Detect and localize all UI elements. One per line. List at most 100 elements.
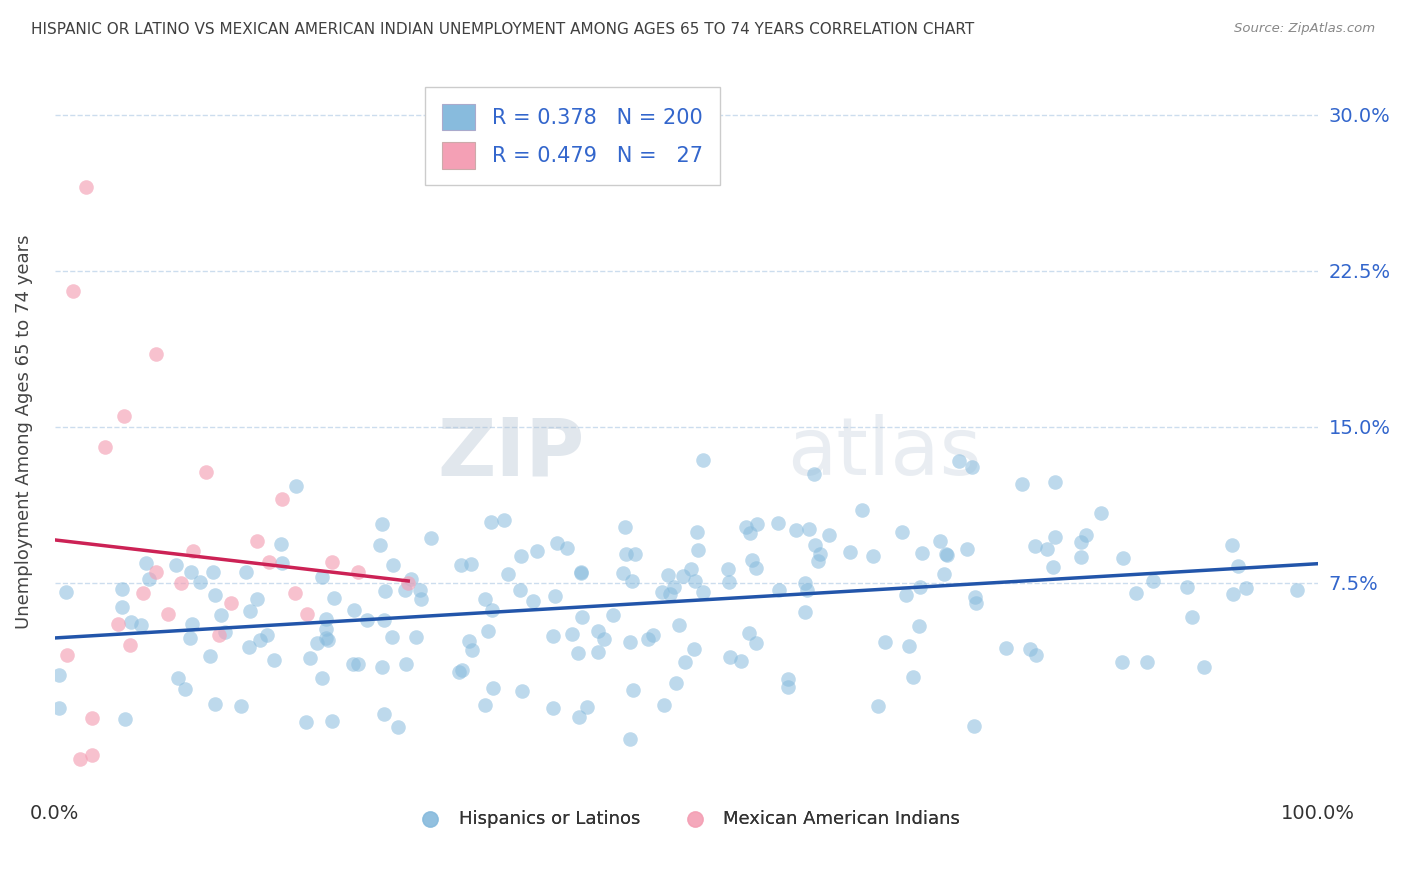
Point [221, 596, 243, 610]
Point [602, 607, 624, 622]
Point [1074, 527, 1097, 541]
Point [619, 634, 641, 648]
Point [741, 553, 763, 567]
Point [145, 565, 167, 579]
Point [373, 584, 395, 599]
Point [75, 180, 97, 194]
Point [873, 635, 896, 649]
Point [381, 630, 404, 644]
Point [911, 546, 934, 560]
Point [316, 632, 339, 647]
Point [808, 548, 831, 562]
Point [387, 721, 409, 735]
Point [1070, 550, 1092, 565]
Point [768, 516, 790, 530]
Point [263, 653, 285, 667]
Point [586, 645, 609, 659]
Point [195, 466, 218, 480]
Point [180, 566, 202, 580]
Point [745, 636, 768, 650]
Point [799, 522, 821, 536]
Point [543, 701, 565, 715]
Point [935, 548, 957, 562]
Point [409, 592, 432, 607]
Point [120, 638, 142, 652]
Point [807, 554, 830, 568]
Point [768, 583, 790, 598]
Point [135, 556, 157, 570]
Point [256, 628, 278, 642]
Point [718, 650, 741, 665]
Point [1285, 583, 1308, 598]
Point [204, 697, 226, 711]
Point [643, 628, 665, 642]
Point [932, 566, 955, 581]
Point [346, 565, 368, 579]
Point [474, 698, 496, 713]
Point [1142, 574, 1164, 588]
Point [796, 582, 818, 597]
Point [371, 517, 394, 532]
Point [285, 479, 308, 493]
Point [683, 574, 706, 589]
Point [1112, 550, 1135, 565]
Point [901, 669, 924, 683]
Point [190, 575, 212, 590]
Point [356, 613, 378, 627]
Point [614, 547, 637, 561]
Point [965, 590, 987, 604]
Point [673, 655, 696, 669]
Point [569, 565, 592, 579]
Point [1043, 530, 1066, 544]
Point [1227, 559, 1250, 574]
Point [246, 592, 269, 607]
Point [138, 572, 160, 586]
Point [908, 581, 931, 595]
Point [793, 605, 815, 619]
Text: Source: ZipAtlas.com: Source: ZipAtlas.com [1234, 22, 1375, 36]
Point [238, 640, 260, 654]
Point [956, 541, 979, 556]
Point [555, 541, 578, 555]
Point [62, 285, 84, 299]
Point [1181, 610, 1204, 624]
Y-axis label: Unemployment Among Ages 65 to 74 years: Unemployment Among Ages 65 to 74 years [15, 235, 32, 629]
Point [229, 698, 252, 713]
Point [295, 607, 318, 621]
Point [209, 607, 232, 622]
Point [737, 626, 759, 640]
Point [173, 682, 195, 697]
Point [717, 562, 740, 576]
Point [315, 612, 337, 626]
Point [311, 570, 333, 584]
Point [679, 562, 702, 576]
Point [69, 752, 91, 766]
Point [498, 567, 520, 582]
Point [614, 520, 637, 534]
Point [965, 596, 987, 610]
Point [1220, 538, 1243, 552]
Point [662, 580, 685, 594]
Point [571, 610, 593, 624]
Point [658, 586, 681, 600]
Point [315, 632, 337, 646]
Point [803, 467, 825, 481]
Point [665, 675, 688, 690]
Point [567, 646, 589, 660]
Point [395, 657, 418, 671]
Point [839, 545, 862, 559]
Point [460, 557, 482, 571]
Point [405, 631, 427, 645]
Point [1234, 581, 1257, 595]
Point [110, 599, 132, 614]
Point [481, 681, 503, 695]
Point [692, 585, 714, 599]
Point [509, 582, 531, 597]
Point [592, 632, 614, 647]
Point [686, 543, 709, 558]
Point [492, 512, 515, 526]
Point [271, 556, 294, 570]
Point [522, 594, 544, 608]
Point [198, 649, 221, 664]
Point [575, 699, 598, 714]
